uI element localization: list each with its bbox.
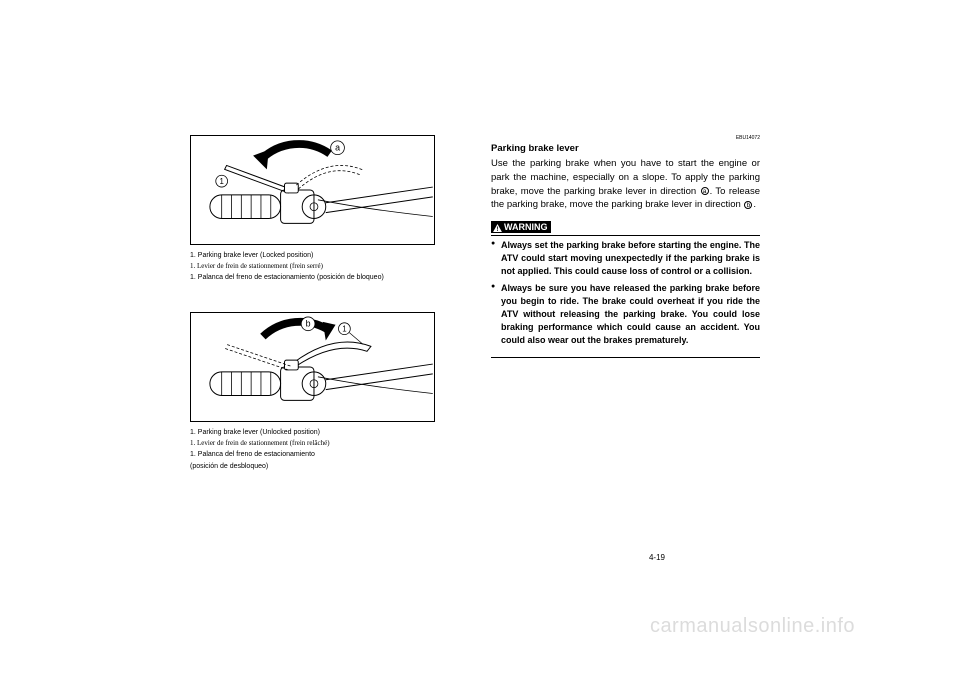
figure-locked-group: a 1 1. Parking brake lever (Locked posit…: [190, 135, 459, 284]
body-paragraph: Use the parking brake when you have to s…: [491, 157, 760, 212]
caption-unlocked-fr: 1. Levier de frein de stationnement (fre…: [190, 439, 459, 448]
diagram-unlocked-svg: b 1: [191, 313, 434, 421]
page-number: 4-19: [649, 553, 665, 562]
circle-b: b: [744, 201, 752, 209]
caption-locked-es: 1. Palanca del freno de estacionamiento …: [190, 273, 459, 282]
svg-text:a: a: [335, 143, 340, 153]
bullet-1: Always set the parking brake before star…: [491, 239, 760, 278]
para-end: .: [753, 199, 756, 210]
left-column: a 1 1. Parking brake lever (Locked posit…: [190, 135, 459, 501]
figure-unlocked-group: b 1 1. Parking brake lever (Unlocked pos…: [190, 312, 459, 472]
section-heading: Parking brake lever: [491, 143, 760, 154]
figure-unlocked: b 1: [190, 312, 435, 422]
svg-text:!: !: [496, 226, 498, 232]
warning-label: ! WARNING: [491, 221, 551, 233]
circle-a: a: [701, 187, 709, 195]
caption-locked-en: 1. Parking brake lever (Locked position): [190, 251, 459, 260]
warning-rule-bottom: [491, 357, 760, 358]
watermark: carmanualsonline.info: [650, 615, 855, 638]
right-column: EBU14072 Parking brake lever Use the par…: [491, 135, 760, 501]
bullet-2: Always be sure you have released the par…: [491, 282, 760, 347]
caption-unlocked-es-2: (posición de desbloqueo): [190, 462, 459, 471]
page-content: a 1 1. Parking brake lever (Locked posit…: [0, 0, 960, 561]
svg-text:1: 1: [219, 177, 223, 186]
diagram-locked-svg: a 1: [191, 136, 434, 244]
caption-locked-fr: 1. Levier de frein de stationnement (fre…: [190, 262, 459, 271]
warning-triangle-icon: !: [493, 224, 502, 232]
caption-unlocked-es-1: 1. Palanca del freno de estacionamiento: [190, 450, 459, 459]
svg-text:1: 1: [342, 325, 346, 334]
svg-text:b: b: [306, 319, 311, 329]
figure-locked: a 1: [190, 135, 435, 245]
doc-code: EBU14072: [491, 135, 760, 141]
warning-bullets: Always set the parking brake before star…: [491, 239, 760, 351]
warning-rule-top: [491, 235, 760, 236]
warning-text: WARNING: [504, 222, 548, 232]
caption-unlocked-en: 1. Parking brake lever (Unlocked positio…: [190, 428, 459, 437]
warning-header: ! WARNING: [491, 217, 760, 235]
